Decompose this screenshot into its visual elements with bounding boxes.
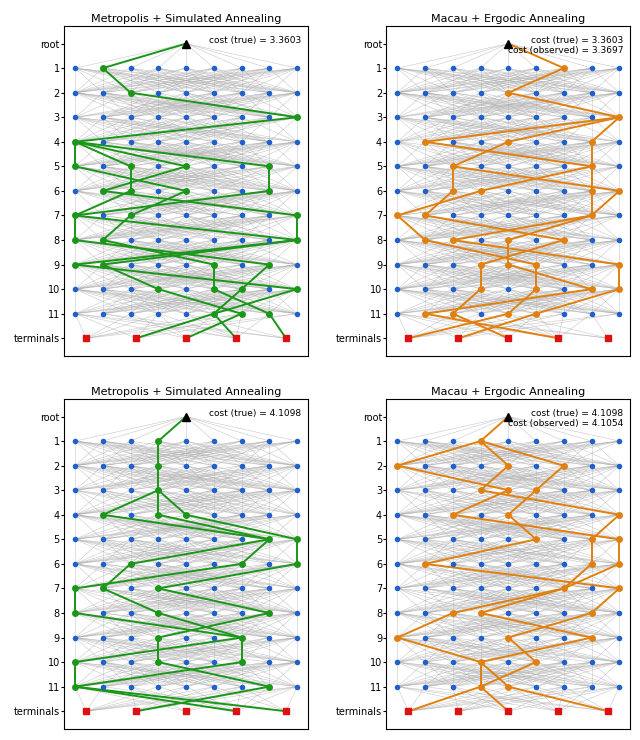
Text: cost (true) = 4.1098: cost (true) = 4.1098 xyxy=(209,408,301,418)
Title: Macau + Ergodic Annealing: Macau + Ergodic Annealing xyxy=(431,14,586,24)
Title: Macau + Ergodic Annealing: Macau + Ergodic Annealing xyxy=(431,387,586,397)
Text: cost (true) = 4.1098
cost (observed) = 4.1054: cost (true) = 4.1098 cost (observed) = 4… xyxy=(508,408,623,428)
Text: cost (true) = 3.3603
cost (observed) = 3.3697: cost (true) = 3.3603 cost (observed) = 3… xyxy=(508,36,623,56)
Title: Metropolis + Simulated Annealing: Metropolis + Simulated Annealing xyxy=(91,387,281,397)
Text: cost (true) = 3.3603: cost (true) = 3.3603 xyxy=(209,36,301,45)
Title: Metropolis + Simulated Annealing: Metropolis + Simulated Annealing xyxy=(91,14,281,24)
